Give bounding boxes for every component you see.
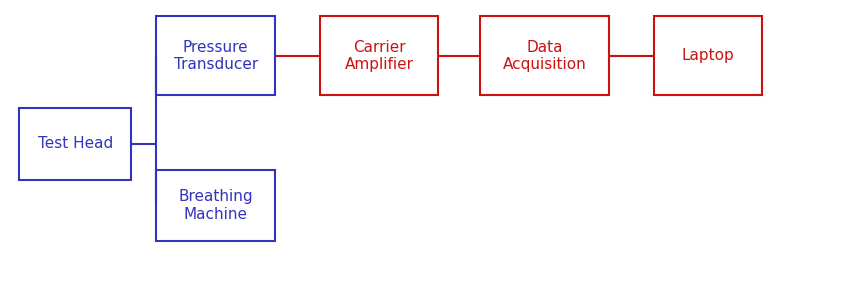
Text: Breathing
Machine: Breathing Machine	[178, 189, 253, 221]
Text: Carrier
Amplifier: Carrier Amplifier	[344, 40, 414, 72]
Bar	[479, 16, 609, 96]
Bar	[320, 16, 438, 96]
Bar	[156, 16, 275, 96]
Text: Test Head: Test Head	[37, 137, 113, 151]
Bar	[20, 108, 131, 180]
Bar	[654, 16, 762, 96]
Text: Laptop: Laptop	[682, 48, 734, 63]
Text: Data
Acquisition: Data Acquisition	[502, 40, 586, 72]
Bar	[156, 170, 275, 241]
Text: Pressure
Transducer: Pressure Transducer	[173, 40, 258, 72]
